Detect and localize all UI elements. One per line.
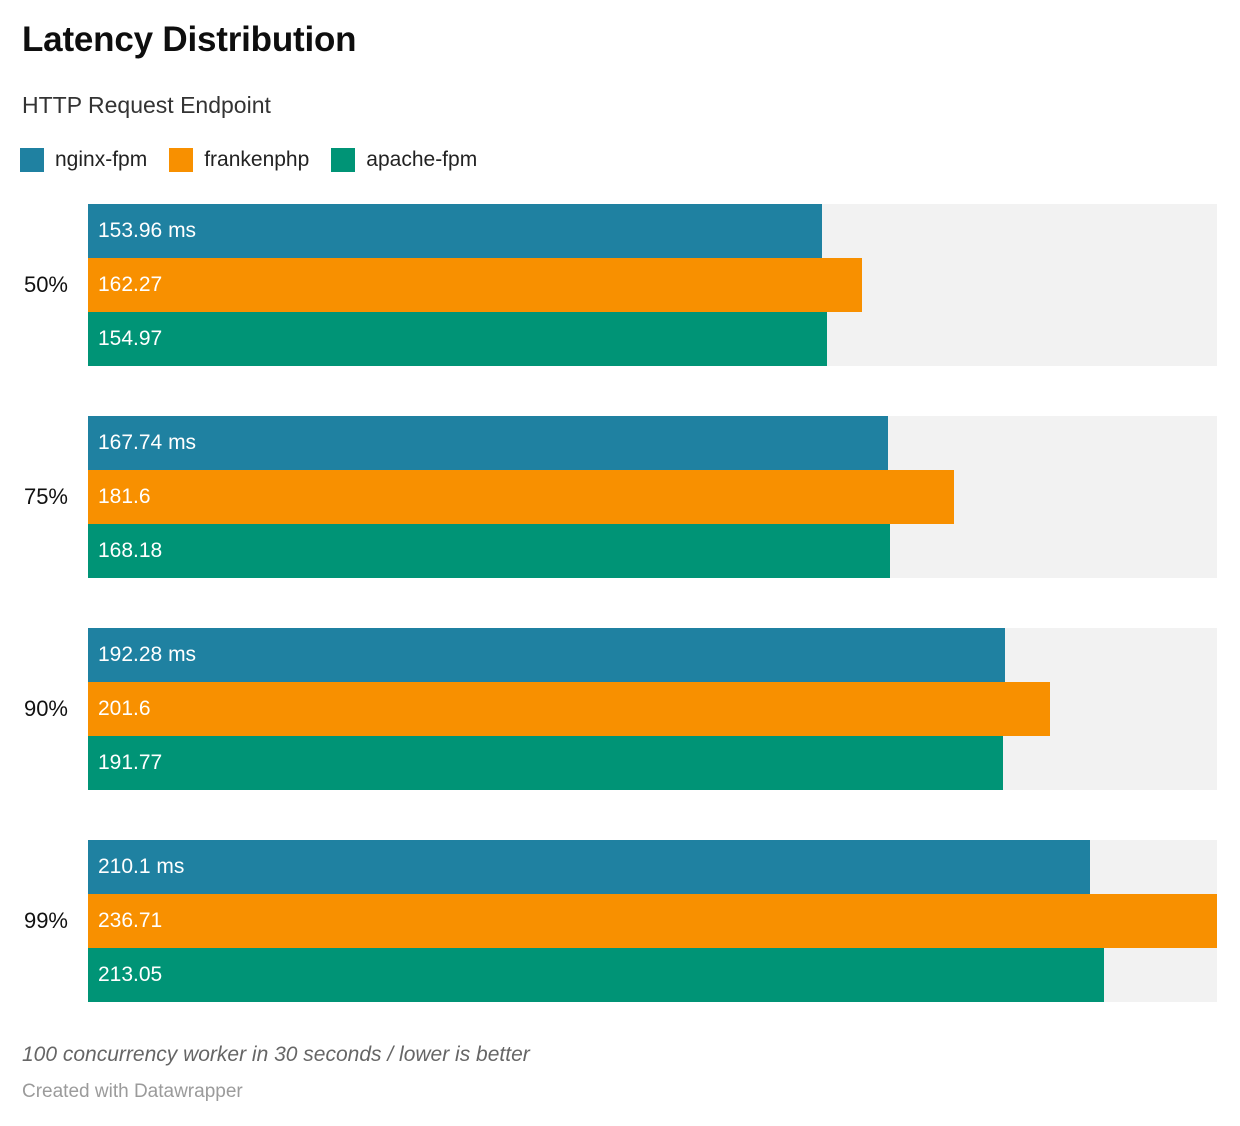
legend-label: apache-fpm xyxy=(366,148,478,171)
bar-frankenphp-50%: 162.27 xyxy=(88,258,862,312)
bar-value-label: 191.77 xyxy=(98,751,163,774)
category-label: 90% xyxy=(23,696,68,721)
bar-value-label: 192.28 ms xyxy=(98,643,197,666)
bar-track: 167.74 ms 181.6 168.18 xyxy=(88,416,1217,578)
bar-chart: 50% 153.96 ms 162.27 154.97 75% 167.74 ms 181.… xyxy=(0,204,1240,1052)
bar-group-50%: 50% 153.96 ms 162.27 154.97 xyxy=(0,204,1240,366)
datawrapper-attribution-link[interactable]: Created with Datawrapper xyxy=(22,1081,243,1102)
legend: nginx-fpm frankenphp apache-fpm xyxy=(20,148,499,172)
bar-group-75%: 75% 167.74 ms 181.6 168.18 xyxy=(0,416,1240,578)
bar-value-label: 213.05 xyxy=(98,963,163,986)
legend-item-nginx-fpm: nginx-fpm xyxy=(20,148,147,172)
bar-apache-fpm-99%: 213.05 xyxy=(88,948,1105,1002)
chart-footnote: 100 concurrency worker in 30 seconds / l… xyxy=(22,1043,530,1066)
bar-value-label: 162.27 xyxy=(98,273,163,296)
bar-value-label: 181.6 xyxy=(98,485,151,508)
bar-nginx-fpm-75%: 167.74 ms xyxy=(88,416,889,470)
bar-value-label: 201.6 xyxy=(98,697,151,720)
bar-nginx-fpm-99%: 210.1 ms xyxy=(88,840,1091,894)
bar-nginx-fpm-50%: 153.96 ms xyxy=(88,204,823,258)
legend-swatch-nginx-fpm xyxy=(20,148,44,172)
category-label: 99% xyxy=(23,908,68,933)
bar-frankenphp-99%: 236.71 xyxy=(88,894,1217,948)
bar-value-label: 153.96 ms xyxy=(98,219,197,242)
bar-frankenphp-75%: 181.6 xyxy=(88,470,955,524)
bar-track: 210.1 ms 236.71 213.05 xyxy=(88,840,1217,1002)
category-label: 50% xyxy=(23,272,68,297)
bar-group-90%: 90% 192.28 ms 201.6 191.77 xyxy=(0,628,1240,790)
bar-frankenphp-90%: 201.6 xyxy=(88,682,1050,736)
legend-item-apache-fpm: apache-fpm xyxy=(331,148,477,172)
bar-track: 153.96 ms 162.27 154.97 xyxy=(88,204,1217,366)
bar-apache-fpm-90%: 191.77 xyxy=(88,736,1003,790)
bar-group-99%: 99% 210.1 ms 236.71 213.05 xyxy=(0,840,1240,1002)
chart-title: Latency Distribution xyxy=(22,20,357,59)
bar-value-label: 168.18 xyxy=(98,539,163,562)
legend-label: frankenphp xyxy=(204,148,310,171)
bar-apache-fpm-50%: 154.97 xyxy=(88,312,828,366)
bar-track: 192.28 ms 201.6 191.77 xyxy=(88,628,1217,790)
bar-value-label: 167.74 ms xyxy=(98,431,197,454)
category-label: 75% xyxy=(23,484,68,509)
legend-label: nginx-fpm xyxy=(55,148,148,171)
legend-item-frankenphp: frankenphp xyxy=(169,148,309,172)
bar-value-label: 236.71 xyxy=(98,909,163,932)
bar-value-label: 154.97 xyxy=(98,327,163,350)
chart-subtitle: HTTP Request Endpoint xyxy=(22,92,271,118)
bar-apache-fpm-75%: 168.18 xyxy=(88,524,891,578)
legend-swatch-apache-fpm xyxy=(331,148,356,172)
legend-swatch-frankenphp xyxy=(169,148,194,172)
bar-value-label: 210.1 ms xyxy=(98,855,185,878)
bar-nginx-fpm-90%: 192.28 ms xyxy=(88,628,1006,682)
